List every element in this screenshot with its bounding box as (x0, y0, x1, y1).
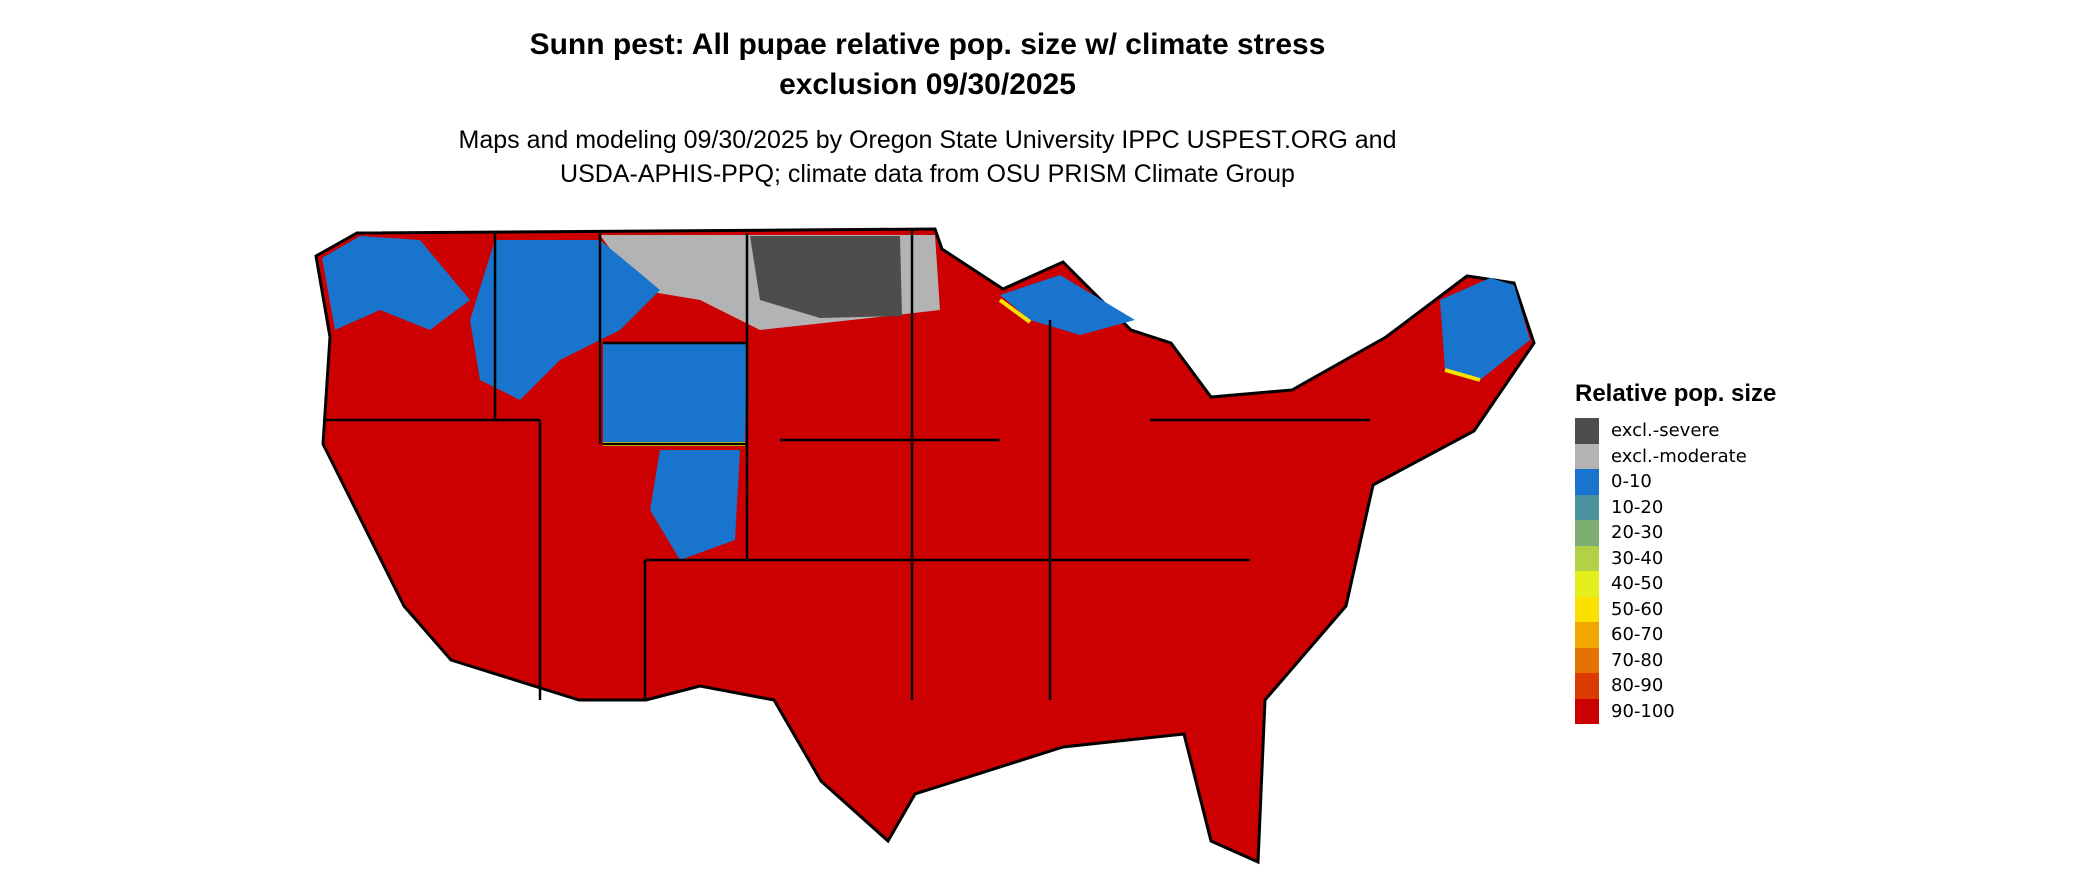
legend-swatch (1575, 698, 1599, 724)
legend-item: 30-40 (1575, 545, 1776, 571)
low-pop-region-wyoming (603, 343, 747, 444)
legend-item: 10-20 (1575, 494, 1776, 520)
legend-label: 80-90 (1611, 675, 1664, 697)
legend-label: 40-50 (1611, 573, 1664, 595)
legend-swatch (1575, 596, 1599, 622)
legend-swatch (1575, 545, 1599, 571)
low-pop-region-montana-idaho (470, 240, 660, 400)
legend-swatch (1575, 469, 1599, 495)
legend-item: excl.-moderate (1575, 443, 1776, 469)
legend-swatch (1575, 647, 1599, 673)
legend-item: 80-90 (1575, 673, 1776, 699)
legend-label: 30-40 (1611, 547, 1664, 569)
legend-label: 90-100 (1611, 700, 1675, 722)
legend-label: excl.-moderate (1611, 445, 1747, 467)
legend-item: 20-30 (1575, 520, 1776, 546)
subtitle-line-2: USDA-APHIS-PPQ; climate data from OSU PR… (560, 160, 1295, 188)
legend-swatch (1575, 443, 1599, 469)
legend-swatch (1575, 494, 1599, 520)
low-pop-region-upper-michigan (1000, 275, 1135, 335)
legend-swatch (1575, 622, 1599, 648)
legend-item: 90-100 (1575, 698, 1776, 724)
title-line-2: exclusion 09/30/2025 (779, 68, 1076, 101)
low-pop-region-colorado (650, 450, 740, 560)
subtitle-line-1: Maps and modeling 09/30/2025 by Oregon S… (458, 126, 1397, 154)
legend-label: 70-80 (1611, 649, 1664, 671)
legend-item: 40-50 (1575, 571, 1776, 597)
legend-swatch (1575, 520, 1599, 546)
legend-label: 0-10 (1611, 471, 1652, 493)
legend: Relative pop. size excl.-severe excl.-mod… (1575, 380, 1776, 724)
legend-item: 70-80 (1575, 647, 1776, 673)
legend-title: Relative pop. size (1575, 380, 1777, 407)
legend-label: 10-20 (1611, 496, 1664, 518)
excl-severe-region (750, 236, 902, 318)
low-pop-region-maine (1440, 278, 1530, 380)
legend-swatch (1575, 571, 1599, 597)
legend-swatch (1575, 673, 1599, 699)
legend-label: 60-70 (1611, 624, 1664, 646)
legend-item: excl.-severe (1575, 418, 1776, 444)
legend-label: 50-60 (1611, 598, 1664, 620)
state-borders (323, 229, 1370, 700)
legend-item: 60-70 (1575, 622, 1776, 648)
legend-item: 0-10 (1575, 469, 1776, 495)
legend-item: 50-60 (1575, 596, 1776, 622)
low-pop-region-washington (322, 236, 470, 330)
legend-label: excl.-severe (1611, 420, 1720, 442)
legend-swatch (1575, 418, 1599, 444)
title-line-1: Sunn pest: All pupae relative pop. size … (529, 28, 1326, 61)
legend-label: 20-30 (1611, 522, 1664, 544)
